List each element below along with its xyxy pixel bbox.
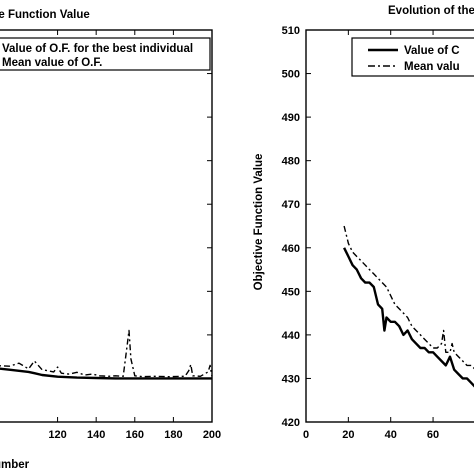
right-chart-title: Evolution of the	[388, 5, 474, 17]
left-legend-box	[0, 37, 211, 71]
left-legend-label-mean: Mean value of O.F.	[2, 57, 102, 69]
right-series-line-best	[343, 247, 474, 388]
right-legend-label-mean: Mean valu	[404, 61, 460, 73]
right-legend: Value of C Mean valu	[351, 37, 474, 77]
right-y-tick-label: 450	[282, 286, 300, 298]
left-x-tick-label: 120	[48, 429, 66, 441]
left-legend: Value of O.F. for the best individual Me…	[0, 37, 211, 71]
right-y-tick-label: 500	[282, 69, 300, 81]
right-y-tick-label: 430	[282, 373, 300, 385]
right-y-tick-label: 420	[282, 417, 300, 429]
right-x-tick-label: 20	[342, 429, 354, 441]
right-y-tick-label: 440	[282, 330, 300, 342]
right-series-line-mean	[343, 225, 474, 370]
right-y-tick-label: 460	[282, 243, 300, 255]
right-legend-box	[351, 37, 474, 77]
left-chart-panel: ve Function Value 120 140 160 180 200 Value …	[0, 9, 221, 471]
left-x-tick-label: 180	[164, 429, 182, 441]
left-x-tick-label: 200	[203, 429, 221, 441]
right-x-tick-label: 40	[385, 429, 397, 441]
left-x-tick-label: 140	[87, 429, 105, 441]
right-y-tick-label: 490	[282, 112, 300, 124]
left-legend-label-best: Value of O.F. for the best individual	[2, 43, 193, 55]
right-chart-panel: Evolution of the 420 430 440 450 460 470 480 49…	[253, 5, 474, 441]
right-axes: 420 430 440 450 460 470 480 490 500 510 0 20 40 60	[282, 25, 440, 441]
right-legend-label-best: Value of C	[404, 45, 460, 57]
left-series-line-best	[0, 367, 212, 380]
left-x-axis-label: umber	[0, 459, 30, 471]
right-y-tick-label: 470	[282, 199, 300, 211]
left-chart-title: ve Function Value	[0, 9, 90, 21]
left-plot-frame	[0, 29, 213, 423]
right-series-group	[343, 225, 474, 388]
left-series-group	[0, 329, 213, 380]
left-series-line-mean	[0, 329, 213, 378]
right-y-tick-label: 480	[282, 156, 300, 168]
right-y-axis-label: Objective Function Value	[253, 154, 265, 291]
right-plot-frame	[305, 29, 474, 423]
left-x-axis: 120 140 160 180 200	[48, 29, 221, 441]
right-y-tick-label: 510	[282, 25, 300, 37]
right-x-tick-label: 60	[427, 429, 439, 441]
left-x-tick-label: 160	[126, 429, 144, 441]
right-x-tick-label: 0	[303, 429, 309, 441]
